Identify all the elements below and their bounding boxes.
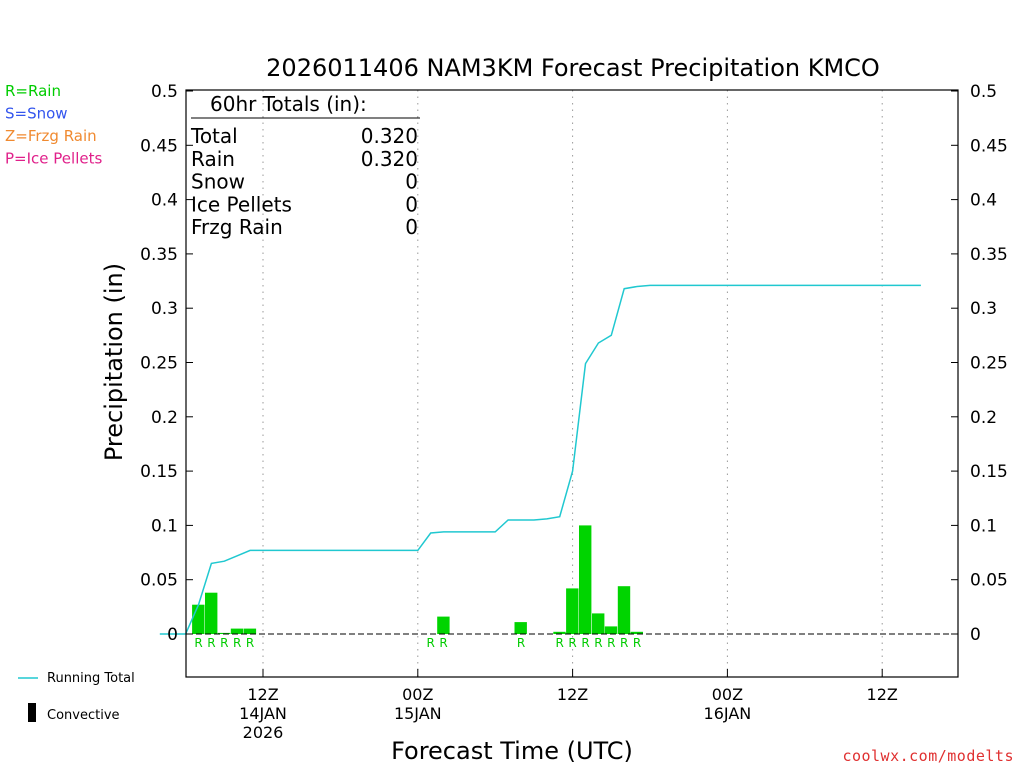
x-tick-label-1-1: 00Z: [402, 685, 433, 704]
y-tick-label-left-7: 0.35: [140, 245, 178, 265]
y-axis-right: 0 0.05 0.1 0.15 0.2 0.25 0.3 0.35 0.4 0.45 0.5: [951, 82, 1008, 645]
totals-value-1: 0.320: [361, 147, 418, 171]
x-tick-label-0-2: 14JAN: [239, 704, 287, 723]
y-axis-label: Precipitation (in): [100, 263, 128, 461]
y-tick-label-right-7: 0.35: [970, 245, 1008, 265]
rain-marker-3: R: [233, 636, 241, 650]
y-tick-label-right-4: 0.2: [970, 408, 997, 428]
rain-bar-5: [437, 616, 450, 634]
rain-bar-2: [217, 632, 231, 634]
running-total-line: [159, 284, 921, 635]
y-tick-label-right-6: 0.3: [970, 299, 997, 319]
rain-bar-12: [617, 586, 631, 634]
ptype-key: R=Rain S=Snow Z=Frzg Rain P=Ice Pellets: [5, 82, 102, 168]
rain-marker-7: R: [517, 636, 525, 650]
rain-bar-10: [592, 613, 605, 634]
rain-bar-7: [553, 631, 566, 634]
totals-label-0: Total: [190, 124, 238, 148]
ptype-key-0: R=Rain: [5, 82, 61, 100]
rain-marker-11: R: [594, 636, 602, 650]
x-tick-label-0-1: 12Z: [247, 685, 278, 704]
y-tick-label-left-4: 0.2: [151, 408, 178, 428]
rain-bar-11: [604, 626, 618, 634]
gridlines: [262, 90, 883, 677]
chart-title: 2026011406 NAM3KM Forecast Precipitation…: [266, 54, 880, 82]
totals-label-3: Ice Pellets: [191, 192, 292, 216]
y-tick-label-right-9: 0.45: [970, 136, 1008, 156]
totals-value-0: 0.320: [361, 124, 418, 148]
rain-marker-5: R: [427, 636, 435, 650]
x-tick-label-1-2: 15JAN: [394, 704, 442, 723]
y-tick-label-left-3: 0.15: [140, 462, 178, 482]
y-tick-label-left-8: 0.4: [151, 191, 178, 211]
y-tick-label-left-9: 0.45: [140, 136, 178, 156]
ptype-key-3: P=Ice Pellets: [5, 150, 102, 168]
rain-marker-4: R: [246, 636, 254, 650]
rain-bar-13: [630, 631, 643, 634]
totals-box: 60hr Totals (in): Total 0.320 Rain 0.320 Sno…: [190, 92, 420, 239]
y-tick-label-left-2: 0.1: [151, 516, 178, 536]
legend-running-total: Running Total: [47, 671, 135, 686]
y-axis-left: 0 0.05 0.1 0.15 0.2 0.25 0.3 0.35 0.4 0.45 0.5: [140, 82, 193, 645]
x-tick-label-4-1: 12Z: [867, 685, 898, 704]
y-tick-label-left-10: 0.5: [151, 82, 178, 102]
y-tick-label-left-1: 0.05: [140, 571, 178, 591]
rain-marker-0: R: [194, 636, 202, 650]
x-tick-label-0-3: 2026: [243, 723, 284, 742]
totals-label-1: Rain: [191, 147, 235, 171]
rain-bar-6: [514, 622, 527, 634]
rain-marker-2: R: [220, 636, 228, 650]
plot-frame: [185, 89, 959, 678]
y-tick-label-right-1: 0.05: [970, 571, 1008, 591]
rain-bar-3: [230, 628, 244, 634]
totals-heading: 60hr Totals (in):: [210, 92, 367, 116]
rain-marker-6: R: [439, 636, 447, 650]
x-tick-label-3-2: 16JAN: [704, 704, 752, 723]
y-tick-label-right-5: 0.25: [970, 354, 1008, 374]
rain-bars: [192, 525, 643, 634]
rain-marker-13: R: [620, 636, 628, 650]
y-tick-label-right-0: 0: [970, 625, 981, 645]
rain-marker-8: R: [556, 636, 564, 650]
rain-marker-1: R: [207, 636, 215, 650]
rain-marker-12: R: [607, 636, 615, 650]
totals-value-2: 0: [405, 170, 418, 194]
x-tick-label-3-1: 00Z: [712, 685, 743, 704]
rain-bar-9: [579, 525, 592, 634]
y-tick-label-left-0: 0: [167, 625, 178, 645]
y-tick-label-right-8: 0.4: [970, 191, 997, 211]
ptype-key-2: Z=Frzg Rain: [5, 127, 97, 145]
rain-bar-8: [566, 588, 579, 634]
rain-marker-10: R: [581, 636, 589, 650]
rain-bar-4: [243, 628, 257, 634]
totals-value-4: 0: [405, 215, 418, 239]
rain-bar-0: [192, 604, 205, 634]
x-axis-label: Forecast Time (UTC): [391, 737, 633, 765]
y-tick-label-left-6: 0.3: [151, 299, 178, 319]
y-tick-label-right-3: 0.15: [970, 462, 1008, 482]
credit-text: coolwx.com/modelts: [842, 747, 1014, 765]
y-tick-label-right-2: 0.1: [970, 516, 997, 536]
ptype-key-1: S=Snow: [5, 105, 68, 123]
rain-marker-9: R: [568, 636, 576, 650]
x-tick-label-2-1: 12Z: [557, 685, 588, 704]
running-total-polyline: [159, 284, 921, 635]
convective-swatch: [28, 703, 36, 722]
totals-label-4: Frzg Rain: [191, 215, 283, 239]
y-tick-label-left-5: 0.25: [140, 354, 178, 374]
chart-legend: Running Total Convective: [18, 671, 135, 723]
legend-convective: Convective: [47, 708, 120, 723]
y-tick-label-right-10: 0.5: [970, 82, 997, 102]
totals-label-2: Snow: [191, 170, 245, 194]
rain-bar-1: [205, 592, 218, 634]
totals-value-3: 0: [405, 192, 418, 216]
rain-marker-14: R: [633, 636, 641, 650]
